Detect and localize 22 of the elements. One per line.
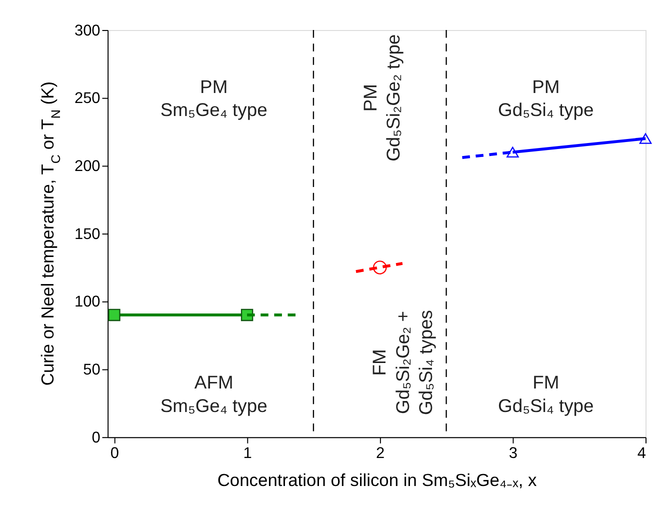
annotation: PM Gd₅Si₄ type — [498, 76, 594, 120]
y-tick-label: 100 — [74, 294, 101, 311]
x-tick-label: 2 — [376, 444, 385, 462]
y-tick-label: 0 — [92, 429, 101, 446]
y-tick-label: 50 — [83, 362, 101, 379]
x-tick-label: 4 — [637, 444, 646, 462]
x-tick-label: 0 — [110, 444, 120, 462]
annotation: PM Sm₅Ge₄ type — [160, 76, 268, 120]
y-tick-label: 150 — [74, 226, 101, 243]
x-tick-label: 1 — [243, 444, 252, 462]
y-tick-label: 300 — [74, 22, 101, 40]
y-axis-title: Curie or Neel temperature, TC or TN (K) — [37, 81, 64, 386]
annotation: PM Gd₅Si₂Ge₂ type — [359, 34, 404, 162]
y-tick-label: 250 — [74, 90, 101, 108]
x-tick-label: 3 — [508, 444, 518, 462]
annotation: FM Gd₅Si₂Ge₂ + Gd₅Si₄ types — [368, 310, 436, 415]
annotation: AFM Sm₅Ge₄ type — [160, 372, 268, 416]
annotation: FM Gd₅Si₄ type — [498, 372, 594, 416]
y-tick-label: 200 — [74, 158, 101, 176]
x-axis-title: Concentration of silicon in Sm₅SiₓGe₄₋ₓ, x — [217, 470, 538, 490]
point — [108, 308, 120, 322]
point — [372, 260, 387, 274]
